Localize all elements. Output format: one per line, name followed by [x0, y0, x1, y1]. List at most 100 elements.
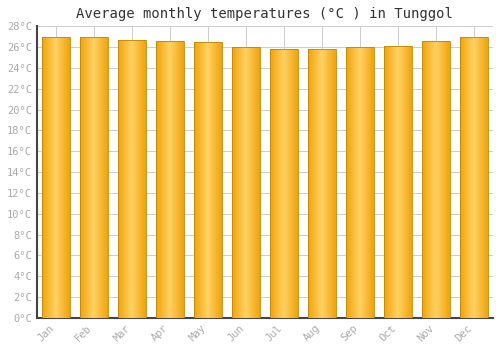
Bar: [233, 47, 234, 318]
Bar: [214, 42, 215, 318]
Bar: [281, 49, 282, 318]
Bar: [56, 37, 57, 318]
Bar: [88, 37, 89, 318]
Bar: [120, 40, 121, 318]
Bar: [239, 47, 240, 318]
Bar: [162, 41, 164, 318]
Bar: [178, 41, 179, 318]
Bar: [93, 37, 94, 318]
Bar: [287, 49, 288, 318]
Bar: [194, 42, 195, 318]
Bar: [165, 41, 166, 318]
Bar: [430, 41, 431, 318]
Bar: [310, 49, 312, 318]
Bar: [426, 41, 427, 318]
Bar: [255, 47, 256, 318]
Bar: [241, 47, 242, 318]
Bar: [477, 37, 478, 318]
Bar: [365, 47, 366, 318]
Bar: [119, 40, 120, 318]
Bar: [42, 37, 70, 318]
Bar: [195, 42, 196, 318]
Bar: [238, 47, 239, 318]
Bar: [406, 46, 408, 318]
Bar: [432, 41, 433, 318]
Bar: [347, 47, 348, 318]
Bar: [321, 49, 322, 318]
Bar: [200, 42, 201, 318]
Bar: [179, 41, 180, 318]
Bar: [202, 42, 203, 318]
Bar: [486, 37, 487, 318]
Bar: [388, 46, 390, 318]
Bar: [160, 41, 162, 318]
Bar: [290, 49, 291, 318]
Bar: [138, 40, 139, 318]
Bar: [294, 49, 296, 318]
Bar: [438, 41, 439, 318]
Bar: [213, 42, 214, 318]
Bar: [141, 40, 142, 318]
Bar: [326, 49, 327, 318]
Bar: [94, 37, 96, 318]
Bar: [256, 47, 258, 318]
Bar: [68, 37, 70, 318]
Bar: [156, 41, 157, 318]
Bar: [372, 47, 373, 318]
Bar: [354, 47, 355, 318]
Bar: [62, 37, 63, 318]
Bar: [134, 40, 136, 318]
Bar: [67, 37, 68, 318]
Bar: [57, 37, 58, 318]
Bar: [324, 49, 325, 318]
Bar: [277, 49, 278, 318]
Bar: [158, 41, 159, 318]
Bar: [197, 42, 198, 318]
Bar: [484, 37, 486, 318]
Bar: [408, 46, 410, 318]
Bar: [449, 41, 450, 318]
Bar: [363, 47, 364, 318]
Bar: [63, 37, 64, 318]
Bar: [128, 40, 129, 318]
Bar: [124, 40, 126, 318]
Bar: [61, 37, 62, 318]
Bar: [66, 37, 67, 318]
Bar: [482, 37, 484, 318]
Bar: [252, 47, 253, 318]
Bar: [172, 41, 174, 318]
Bar: [315, 49, 316, 318]
Bar: [325, 49, 326, 318]
Bar: [434, 41, 436, 318]
Bar: [82, 37, 83, 318]
Bar: [442, 41, 443, 318]
Bar: [282, 49, 283, 318]
Bar: [180, 41, 182, 318]
Bar: [334, 49, 335, 318]
Bar: [232, 47, 260, 318]
Bar: [45, 37, 46, 318]
Bar: [357, 47, 358, 318]
Bar: [467, 37, 468, 318]
Bar: [360, 47, 362, 318]
Bar: [53, 37, 54, 318]
Bar: [279, 49, 280, 318]
Bar: [96, 37, 98, 318]
Bar: [289, 49, 290, 318]
Bar: [207, 42, 208, 318]
Bar: [182, 41, 184, 318]
Bar: [177, 41, 178, 318]
Bar: [276, 49, 277, 318]
Bar: [156, 41, 184, 318]
Bar: [89, 37, 90, 318]
Bar: [370, 47, 372, 318]
Bar: [460, 37, 461, 318]
Bar: [296, 49, 297, 318]
Bar: [319, 49, 320, 318]
Bar: [60, 37, 61, 318]
Bar: [86, 37, 88, 318]
Bar: [249, 47, 250, 318]
Bar: [245, 47, 246, 318]
Bar: [157, 41, 158, 318]
Bar: [385, 46, 386, 318]
